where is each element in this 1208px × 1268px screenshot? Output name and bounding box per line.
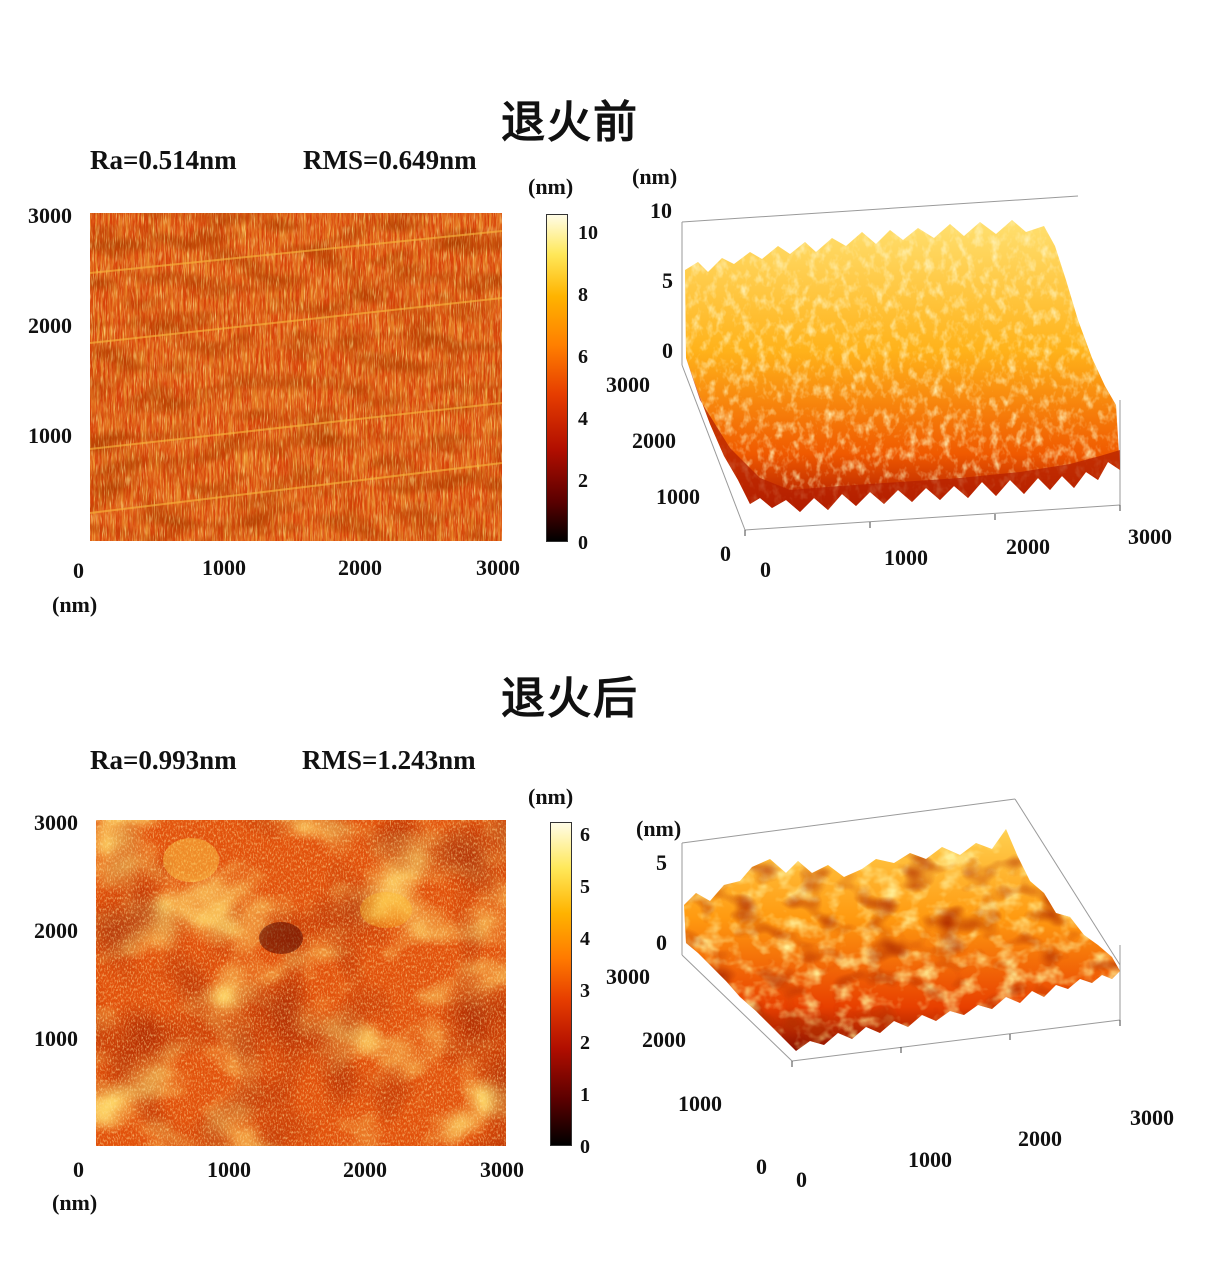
colorbar-tick: 6: [580, 824, 590, 846]
surface-y-tick: 3000: [606, 964, 650, 989]
surface-y-tick: 2000: [642, 1027, 686, 1052]
map-x-tick: 2000: [343, 1157, 387, 1182]
colorbar: [546, 214, 568, 542]
map-y-tick: 1000: [28, 423, 72, 448]
surface-x-tick: 2000: [1018, 1126, 1062, 1151]
map-x-tick: 1000: [207, 1157, 251, 1182]
map-x-tick: 1000: [202, 555, 246, 580]
colorbar-unit: (nm): [528, 784, 574, 809]
colorbar-tick: 2: [580, 1032, 590, 1054]
colorbar-tick: 1: [580, 1084, 590, 1106]
map-y-tick: 2000: [34, 918, 78, 943]
surface-x-tick: 3000: [1128, 524, 1172, 549]
colorbar-unit: (nm): [528, 174, 574, 199]
surface-y-tick: 0: [720, 541, 731, 566]
surface-z-tick: 0: [662, 338, 673, 363]
surface-x-tick: 0: [760, 557, 771, 582]
map-x-tick: 3000: [476, 555, 520, 580]
surface-z-unit: (nm): [632, 164, 678, 189]
surface-z-unit: (nm): [636, 816, 682, 841]
map-x-tick: 2000: [338, 555, 382, 580]
colorbar-tick: 10: [578, 222, 598, 244]
panel-before-annealing: 退火前 Ra=0.514nm RMS=0.649nm 3000 2000 100…: [0, 0, 1208, 620]
ra-value: Ra=0.993nm: [90, 745, 237, 775]
colorbar-tick: 2: [578, 470, 588, 492]
colorbar: [550, 822, 572, 1146]
map-unit-label: (nm): [52, 1190, 98, 1215]
ra-value: Ra=0.514nm: [90, 145, 237, 175]
3d-surface-plot: [600, 160, 1140, 600]
afm-height-map: [96, 820, 506, 1146]
colorbar-tick: 0: [578, 532, 588, 554]
panel-title: 退火前: [501, 97, 639, 148]
map-y-tick: 3000: [34, 810, 78, 835]
panel-after-annealing: 退火后 Ra=0.993nm RMS=1.243nm 3000 2000 100…: [0, 600, 1208, 1220]
map-unit-label: (nm): [52, 592, 98, 617]
surface-z-tick: 0: [656, 930, 667, 955]
afm-height-map: [90, 213, 502, 541]
surface-y-tick: 2000: [632, 428, 676, 453]
colorbar-tick: 8: [578, 284, 588, 306]
map-x-tick: 0: [73, 1157, 84, 1182]
colorbar-tick: 6: [578, 346, 588, 368]
map-y-tick: 1000: [34, 1026, 78, 1051]
surface-z-tick: 5: [662, 268, 673, 293]
rms-value: RMS=0.649nm: [303, 145, 477, 175]
colorbar-tick: 5: [580, 876, 590, 898]
surface-y-tick: 3000: [606, 372, 650, 397]
3d-surface-plot: [600, 785, 1140, 1205]
map-x-tick: 3000: [480, 1157, 524, 1182]
surface-x-tick: 1000: [884, 545, 928, 570]
rms-value: RMS=1.243nm: [302, 745, 476, 775]
colorbar-tick: 4: [580, 928, 590, 950]
colorbar-tick: 4: [578, 408, 588, 430]
panel-title: 退火后: [501, 673, 639, 724]
surface-x-tick: 0: [796, 1167, 807, 1192]
map-y-tick: 3000: [28, 203, 72, 228]
surface-z-tick: 5: [656, 850, 667, 875]
colorbar-tick: 3: [580, 980, 590, 1002]
surface-z-tick: 10: [650, 198, 672, 223]
surface-y-tick: 0: [756, 1154, 767, 1179]
surface-x-tick: 2000: [1006, 534, 1050, 559]
colorbar-tick: 0: [580, 1136, 590, 1158]
surface-y-tick: 1000: [656, 484, 700, 509]
surface-x-tick: 1000: [908, 1147, 952, 1172]
surface-x-tick: 3000: [1130, 1105, 1174, 1130]
surface-y-tick: 1000: [678, 1091, 722, 1116]
map-x-tick: 0: [73, 558, 84, 583]
map-y-tick: 2000: [28, 313, 72, 338]
